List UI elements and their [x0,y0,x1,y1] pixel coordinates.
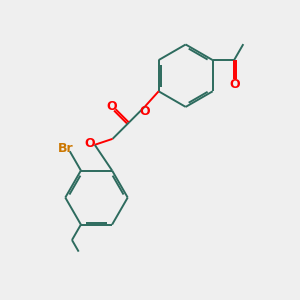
Text: O: O [229,78,240,91]
Text: O: O [106,100,117,113]
Text: O: O [84,137,95,150]
Text: O: O [140,105,150,118]
Text: Br: Br [58,142,73,155]
